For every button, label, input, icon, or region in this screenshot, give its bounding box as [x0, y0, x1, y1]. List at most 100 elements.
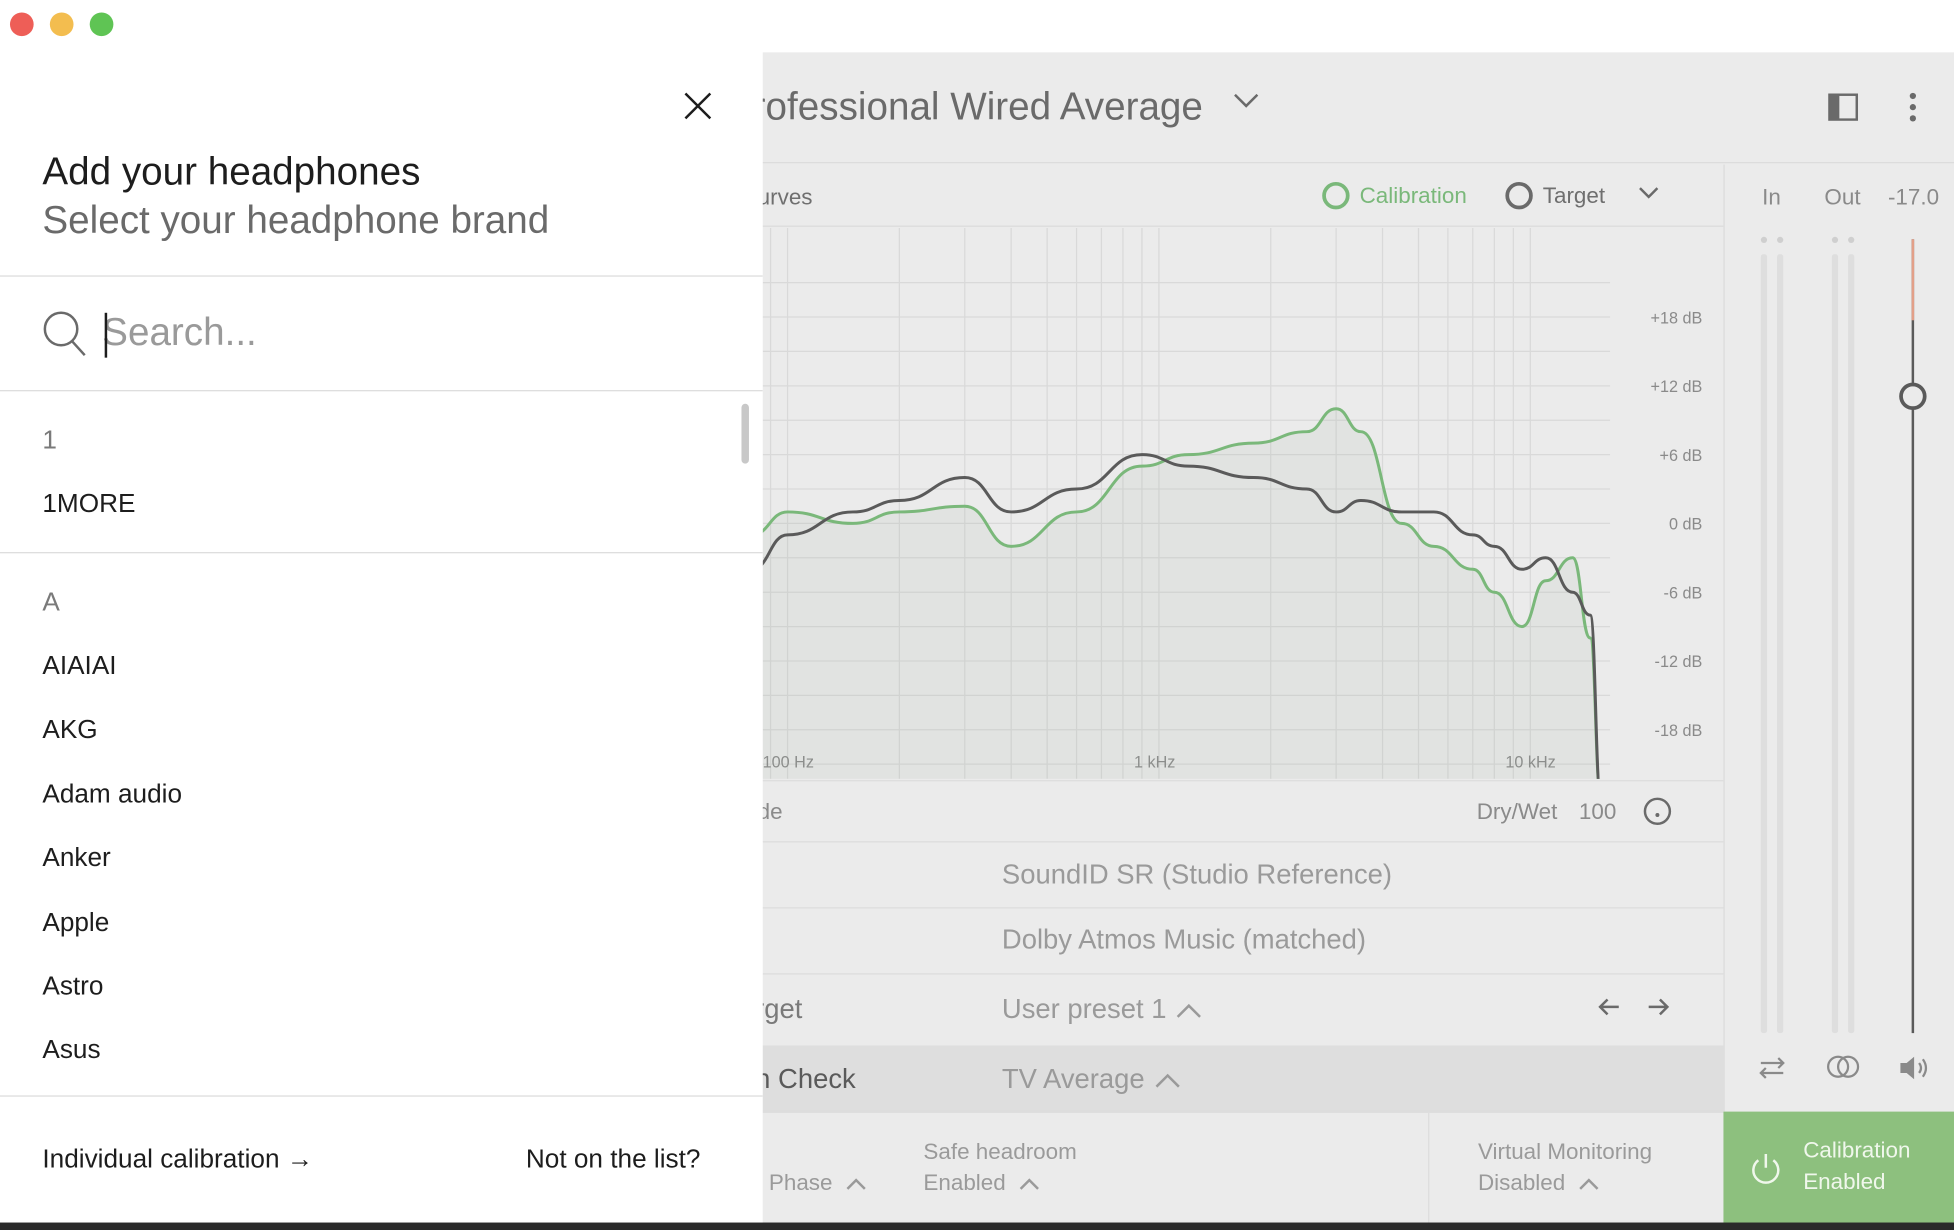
- group-header: A: [42, 588, 60, 617]
- group-header: 1: [42, 426, 57, 455]
- legend-target-label: Target: [1542, 182, 1606, 208]
- dock-strip: [0, 1222, 1954, 1230]
- series-line-target: [762, 453, 1600, 779]
- output-level-value: -17.0: [1887, 184, 1940, 210]
- y-tick-label: -6 dB: [1664, 584, 1703, 602]
- y-tick-label: +6 dB: [1660, 447, 1703, 465]
- phase-toggle[interactable]: Phase: [769, 1170, 866, 1196]
- calibration-button-line2: Enabled: [1803, 1168, 1886, 1194]
- calibration-button-line1: Calibration: [1803, 1137, 1911, 1163]
- x-tick-label: 1 kHz: [1134, 754, 1175, 772]
- footer-bar: Phase Safe headroom Enabled Virtual Moni…: [762, 1111, 1724, 1230]
- drywet-knob-icon[interactable]: [1642, 796, 1672, 826]
- y-tick-label: +12 dB: [1651, 378, 1703, 396]
- volume-fader-handle[interactable]: [1899, 382, 1927, 410]
- mono-icon[interactable]: [1824, 1053, 1861, 1080]
- power-icon: [1752, 1153, 1780, 1184]
- target-row: rget User preset 1: [762, 975, 1724, 1047]
- close-window-button[interactable]: [9, 12, 34, 37]
- search-input[interactable]: [102, 300, 726, 366]
- sheet-title: Add your headphones: [42, 149, 421, 194]
- meter-dot: [1831, 236, 1839, 244]
- safe-headroom-state: Enabled: [923, 1170, 1006, 1196]
- individual-calibration-link[interactable]: Individual calibration →: [42, 1145, 313, 1174]
- legend-target[interactable]: Target: [1505, 181, 1606, 210]
- safe-headroom-toggle[interactable]: Enabled: [923, 1170, 1040, 1196]
- option-dolby[interactable]: Dolby Atmos Music (matched): [762, 908, 1724, 975]
- virtual-monitoring-toggle[interactable]: Disabled: [1478, 1170, 1599, 1196]
- series-area: [762, 408, 1601, 779]
- y-tick-label: -12 dB: [1655, 653, 1703, 671]
- brand-item[interactable]: 1MORE: [42, 489, 136, 519]
- divider: [0, 1095, 763, 1097]
- calibration-ring-icon: [1322, 181, 1350, 210]
- app-header: rofessional Wired Average: [762, 52, 1954, 164]
- x-tick-label: 10 kHz: [1505, 754, 1555, 772]
- series-line-calibration: [762, 407, 1600, 779]
- divider: [0, 275, 763, 277]
- add-headphones-sheet: Add your headphones Select your headphon…: [0, 52, 763, 1223]
- swap-channels-icon[interactable]: [1757, 1053, 1787, 1083]
- volume-fader-peak: [1911, 239, 1915, 321]
- divider: [0, 390, 763, 392]
- check-preset-value: TV Average: [1001, 1063, 1145, 1095]
- y-tick-label: 0 dB: [1669, 516, 1702, 534]
- divider: [0, 552, 763, 554]
- meter-out-left: [1831, 254, 1839, 1034]
- chevron-up-icon: [846, 1178, 866, 1190]
- safe-headroom-label: Safe headroom: [923, 1139, 1077, 1164]
- legend-calibration[interactable]: Calibration: [1322, 181, 1467, 210]
- brand-item[interactable]: Anker: [42, 843, 111, 873]
- brand-item[interactable]: Asus: [42, 1035, 101, 1065]
- virtual-monitoring-state: Disabled: [1477, 1170, 1566, 1196]
- arrow-right-icon[interactable]: [1647, 997, 1670, 1017]
- close-icon[interactable]: [680, 88, 715, 123]
- speaker-volume-icon[interactable]: [1897, 1053, 1932, 1083]
- target-preset-select[interactable]: User preset 1: [1001, 993, 1202, 1025]
- option-soundid-label: SoundID SR (Studio Reference): [1001, 858, 1393, 890]
- option-soundid[interactable]: SoundID SR (Studio Reference): [762, 844, 1724, 909]
- target-ring-icon: [1505, 181, 1533, 210]
- chevron-down-icon[interactable]: [1232, 92, 1259, 109]
- preset-title[interactable]: rofessional Wired Average: [762, 84, 1203, 129]
- brand-item[interactable]: AIAIAI: [42, 651, 117, 681]
- brand-item[interactable]: AKG: [42, 715, 98, 744]
- frequency-response-chart: +18 dB +12 dB +6 dB 0 dB -6 dB -12 dB -18 dB 10…: [762, 228, 1703, 779]
- search-icon: [43, 311, 86, 357]
- meters-panel: In Out -17.0: [1723, 164, 1954, 1112]
- more-options-icon[interactable]: [1908, 92, 1918, 122]
- meter-in-label: In: [1762, 184, 1781, 210]
- curves-bar: urves Calibration Target: [762, 164, 1724, 227]
- phase-label: Phase: [768, 1170, 833, 1196]
- target-preset-value: User preset 1: [1001, 993, 1167, 1025]
- y-tick-label: -18 dB: [1655, 722, 1703, 740]
- chevron-up-icon: [1019, 1178, 1040, 1190]
- virtual-monitoring-label: Virtual Monitoring: [1477, 1139, 1653, 1164]
- curves-label: urves: [762, 184, 813, 210]
- zoom-window-button[interactable]: [89, 12, 114, 37]
- sidebar-toggle-icon[interactable]: [1828, 93, 1859, 121]
- meter-dot: [1777, 236, 1784, 244]
- chevron-up-icon: [1579, 1178, 1599, 1190]
- check-preset-select[interactable]: TV Average: [1002, 1063, 1180, 1095]
- mode-label: de: [763, 798, 783, 824]
- y-tick-label: +18 dB: [1651, 309, 1703, 327]
- arrow-left-icon[interactable]: [1598, 997, 1620, 1017]
- drywet-row: de Dry/Wet 100: [762, 780, 1724, 843]
- brand-item[interactable]: Adam audio: [42, 780, 183, 809]
- chevron-up-icon: [1155, 1073, 1180, 1088]
- minimize-window-button[interactable]: [49, 12, 74, 37]
- text-caret: [104, 312, 108, 358]
- not-on-list-link[interactable]: Not on the list?: [525, 1145, 701, 1174]
- brand-item[interactable]: Apple: [42, 908, 110, 938]
- scrollbar-thumb[interactable]: [741, 403, 749, 464]
- legend-calibration-label: Calibration: [1359, 182, 1467, 208]
- meter-out-right: [1848, 254, 1855, 1034]
- chevron-down-icon[interactable]: [1639, 187, 1659, 199]
- meter-out-label: Out: [1824, 184, 1861, 210]
- brand-item[interactable]: Astro: [42, 972, 104, 1001]
- meter-dot: [1760, 236, 1768, 244]
- calibration-toggle-button[interactable]: Calibration Enabled: [1723, 1111, 1954, 1230]
- volume-fader-track[interactable]: [1911, 239, 1915, 1034]
